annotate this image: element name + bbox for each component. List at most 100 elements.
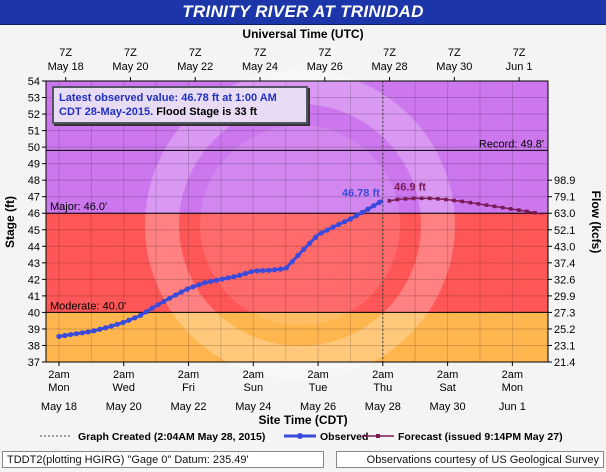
observed-point [196, 282, 202, 288]
cdt-tick-time: 2am [48, 369, 69, 381]
observed-point [272, 267, 278, 273]
observed-point [167, 295, 173, 301]
flow-tick-label: 43.0 [554, 241, 575, 253]
forecast-point [468, 200, 473, 205]
stage-tick-label: 48 [28, 175, 40, 187]
stage-tick-label: 44 [28, 241, 40, 253]
observed-point [237, 272, 243, 278]
observed-point [68, 331, 74, 338]
cdt-tick-date: May 24 [235, 401, 271, 413]
observed-point [184, 286, 190, 292]
observed-point [56, 333, 62, 339]
utc-axis-title: Universal Time (UTC) [242, 27, 363, 41]
observed-point [132, 315, 138, 321]
cdt-tick-time: 2am [113, 369, 134, 381]
utc-tick-time: 7Z [124, 47, 137, 59]
observed-point [207, 278, 214, 285]
threshold-label-major: Major: 46.0' [50, 201, 107, 213]
utc-tick-time: 7Z [448, 47, 461, 59]
observed-point [254, 268, 260, 274]
utc-tick-time: 7Z [254, 47, 267, 59]
cdt-tick-time: 2am [243, 369, 264, 381]
cdt-tick-day: Thu [373, 382, 392, 394]
forecast-point [533, 211, 537, 215]
stage-tick-label: 47 [28, 192, 40, 204]
observed-point [143, 309, 149, 315]
threshold-label-record: Record: 49.8' [479, 138, 544, 150]
observed-point [283, 265, 289, 271]
observed-point [307, 240, 313, 246]
latest-value-box: Latest observed value: 46.78 ft at 1:00 … [52, 86, 308, 124]
observed-point [108, 323, 115, 329]
stage-tick-label: 53 [28, 93, 40, 105]
forecast-point [444, 197, 448, 202]
forecast-point [452, 198, 456, 203]
observed-point [120, 319, 126, 326]
observed-point [301, 246, 307, 252]
observed-point [277, 266, 284, 272]
observed-point [242, 270, 249, 277]
forecast-point [427, 196, 432, 201]
observed-peak-label: 46.78 ft [342, 187, 380, 199]
forecast-point [411, 196, 416, 201]
flow-tick-label: 32.6 [554, 274, 575, 286]
forecast-point [476, 202, 481, 206]
observed-point [295, 252, 301, 259]
utc-tick-date: May 24 [242, 61, 278, 73]
stage-tick-label: 45 [28, 225, 40, 237]
stage-tick-label: 41 [28, 291, 40, 303]
legend-observed-marker [297, 433, 303, 439]
observed-point [62, 332, 68, 339]
observed-point [114, 321, 120, 327]
legend-observed-label: Observed [320, 431, 368, 443]
legend-forecast-label: Forecast (issued 9:14PM May 27) [398, 431, 563, 443]
observed-point [342, 219, 348, 225]
utc-tick-date: May 26 [307, 61, 343, 73]
observed-point [190, 284, 196, 290]
cdt-tick-date: May 28 [365, 401, 401, 413]
flow-tick-label: 21.4 [554, 357, 575, 369]
observed-point [336, 221, 342, 227]
observed-point [324, 227, 330, 233]
flow-tick-label: 29.9 [554, 291, 575, 303]
forecast-point [525, 209, 529, 214]
forecast-point [508, 207, 513, 211]
forecast-point [517, 208, 521, 212]
utc-tick-time: 7Z [59, 47, 72, 59]
observed-point [225, 275, 231, 281]
cdt-tick-day: Mon [48, 382, 69, 394]
observed-point [365, 206, 371, 212]
utc-tick-time: 7Z [189, 47, 202, 59]
footer-credit: Observations courtesy of US Geological S… [336, 451, 604, 468]
observed-point [79, 330, 85, 336]
stage-tick-label: 49 [28, 159, 40, 171]
plot-border [45, 80, 549, 363]
stage-tick-label: 42 [28, 274, 40, 286]
observed-point [347, 216, 354, 222]
observed-point [202, 280, 208, 286]
cdt-tick-date: May 22 [170, 401, 206, 413]
observed-point [102, 325, 109, 331]
flow-tick-label: 25.2 [554, 324, 575, 336]
observed-point [155, 302, 161, 308]
observed-point [85, 329, 91, 335]
observed-point [219, 276, 225, 282]
cdt-tick-date: May 30 [430, 401, 466, 413]
forecast-point [460, 199, 464, 204]
observed-point [213, 277, 219, 283]
observed-point [172, 292, 179, 298]
stage-tick-label: 38 [28, 340, 40, 352]
forecast-point [419, 196, 424, 201]
observed-point [359, 209, 365, 216]
cdt-tick-date: Jun 1 [499, 401, 526, 413]
cdt-tick-day: Fri [182, 382, 195, 394]
observed-point [137, 312, 144, 318]
cdt-tick-date: May 20 [106, 401, 142, 413]
stage-tick-label: 40 [28, 307, 40, 319]
stage-tick-label: 54 [28, 76, 40, 88]
observed-point [376, 199, 383, 205]
info-line-1: Latest observed value: 46.78 ft at 1:00 … [59, 92, 277, 104]
observed-point [266, 267, 272, 273]
cdt-tick-day: Mon [502, 382, 523, 394]
